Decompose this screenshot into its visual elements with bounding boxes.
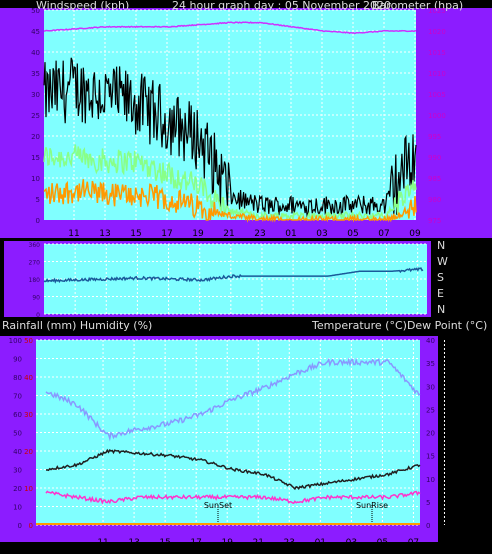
temp-y-tick: 25 <box>426 406 435 414</box>
humidity-y-tick: 30 <box>13 467 22 475</box>
humidity-y-tick: 40 <box>13 448 22 456</box>
baro-y-tick: 1020 <box>428 28 446 36</box>
rain-y-tick: 0 <box>29 522 33 530</box>
low-wind-series <box>43 179 417 223</box>
rain-y-tick: 40 <box>24 374 33 382</box>
temp-x-tick: 11 <box>97 538 108 548</box>
temp-x-tick: 17 <box>190 538 201 548</box>
temp-y-tick: 10 <box>426 476 435 484</box>
temp-dewpoint-title: Temperature (°C)Dew Point (°C) <box>312 319 488 332</box>
temp-y-tick: 30 <box>426 383 435 391</box>
wind-y-tick: 5 <box>36 196 40 204</box>
temp-y-tick: 40 <box>426 337 435 345</box>
wind-y-tick: 0 <box>36 217 40 225</box>
wind-y-tick: 40 <box>31 49 40 57</box>
humidity-y-tick: 0 <box>18 522 22 530</box>
temperature-series <box>45 448 421 491</box>
wind-y-tick: 25 <box>31 112 40 120</box>
humidity-y-tick: 100 <box>9 337 22 345</box>
wind-x-tick: 19 <box>192 229 204 239</box>
baro-y-tick: 1000 <box>428 112 446 120</box>
wind-x-tick: 17 <box>161 229 172 239</box>
temp-x-tick: 07 <box>408 538 419 548</box>
wind-x-tick: 15 <box>130 229 141 239</box>
barometer-title: Barometer (hpa) <box>372 0 464 12</box>
temp-x-tick: 01 <box>315 538 326 548</box>
dewpoint-series <box>45 490 421 505</box>
temp-y-tick: 5 <box>426 499 430 507</box>
wind-x-tick: 05 <box>347 229 358 239</box>
wind-direction-series <box>43 267 424 284</box>
humidity-series <box>45 357 421 442</box>
baro-y-tick: 995 <box>428 133 441 141</box>
rain-y-tick: 30 <box>24 411 33 419</box>
direction-label-n: N <box>437 239 446 252</box>
baro-y-tick: 1025 <box>428 7 446 15</box>
wind-x-tick: 13 <box>99 229 110 239</box>
temp-y-tick: 35 <box>426 360 435 368</box>
baro-y-tick: 985 <box>428 175 441 183</box>
wind-x-tick: 01 <box>285 229 296 239</box>
sunset-label: SunSet <box>204 501 232 510</box>
direction-y-tick: 180 <box>29 277 41 284</box>
temp-x-tick: 03 <box>346 538 357 548</box>
wind-y-tick: 45 <box>31 28 40 36</box>
rain-y-tick: 50 <box>24 337 33 345</box>
wind-y-tick: 15 <box>31 154 40 162</box>
direction-y-tick: 90 <box>32 295 40 302</box>
temp-x-tick: 09 <box>439 538 451 548</box>
humidity-y-tick: 20 <box>13 485 22 493</box>
baro-y-tick: 990 <box>428 154 441 162</box>
baro-y-tick: 1015 <box>428 49 446 57</box>
temp-x-tick: 13 <box>128 538 139 548</box>
rain-humidity-title: Rainfall (mm) Humidity (%) <box>2 319 153 332</box>
graph-day-title: 24 hour graph day : 05 November 2020 <box>172 0 392 12</box>
barometer-series <box>44 21 417 35</box>
temp-x-tick: 23 <box>284 538 295 548</box>
baro-y-tick: 1010 <box>428 70 446 78</box>
wind-y-tick: 10 <box>31 175 40 183</box>
direction-y-tick: 270 <box>29 260 41 267</box>
temp-y-tick: 0 <box>426 522 430 530</box>
humidity-y-tick: 60 <box>13 411 22 419</box>
wind-x-tick: 03 <box>316 229 327 239</box>
temp-x-tick: 19 <box>221 538 233 548</box>
baro-y-tick: 975 <box>428 217 441 225</box>
sunrise-label: SunRise <box>356 501 388 510</box>
baro-y-tick: 980 <box>428 196 441 204</box>
wind-x-tick: 23 <box>254 229 265 239</box>
wind-y-tick: 35 <box>31 70 40 78</box>
temp-y-tick: 15 <box>426 453 435 461</box>
wind-x-tick: 07 <box>378 229 389 239</box>
direction-label-w: W <box>437 255 448 268</box>
direction-label-e: E <box>437 287 444 300</box>
rain-y-tick: 20 <box>24 448 33 456</box>
direction-label-s: S <box>437 271 444 284</box>
wind-y-tick: 50 <box>31 7 40 15</box>
direction-label-n: N <box>437 303 446 316</box>
baro-y-tick: 1005 <box>428 91 446 99</box>
humidity-y-tick: 90 <box>13 356 22 364</box>
gust-series <box>43 57 417 218</box>
windspeed-title: Windspeed (kph) <box>36 0 130 12</box>
wind-x-tick: 09 <box>409 229 421 239</box>
temp-x-tick: 21 <box>253 538 264 548</box>
wind-x-tick: 21 <box>223 229 234 239</box>
humidity-y-tick: 70 <box>13 393 22 401</box>
humidity-y-tick: 10 <box>13 504 22 512</box>
wind-x-tick: 11 <box>68 229 79 239</box>
wind-y-tick: 30 <box>31 91 40 99</box>
temp-x-tick: 15 <box>159 538 170 548</box>
direction-y-tick: 360 <box>29 242 41 249</box>
direction-y-tick: 0 <box>36 312 40 319</box>
rain-y-tick: 10 <box>24 485 33 493</box>
wind-y-tick: 20 <box>31 133 40 141</box>
humidity-y-tick: 50 <box>13 430 22 438</box>
humidity-y-tick: 80 <box>13 374 22 382</box>
temp-y-tick: 20 <box>426 430 435 438</box>
temp-x-tick: 05 <box>377 538 388 548</box>
